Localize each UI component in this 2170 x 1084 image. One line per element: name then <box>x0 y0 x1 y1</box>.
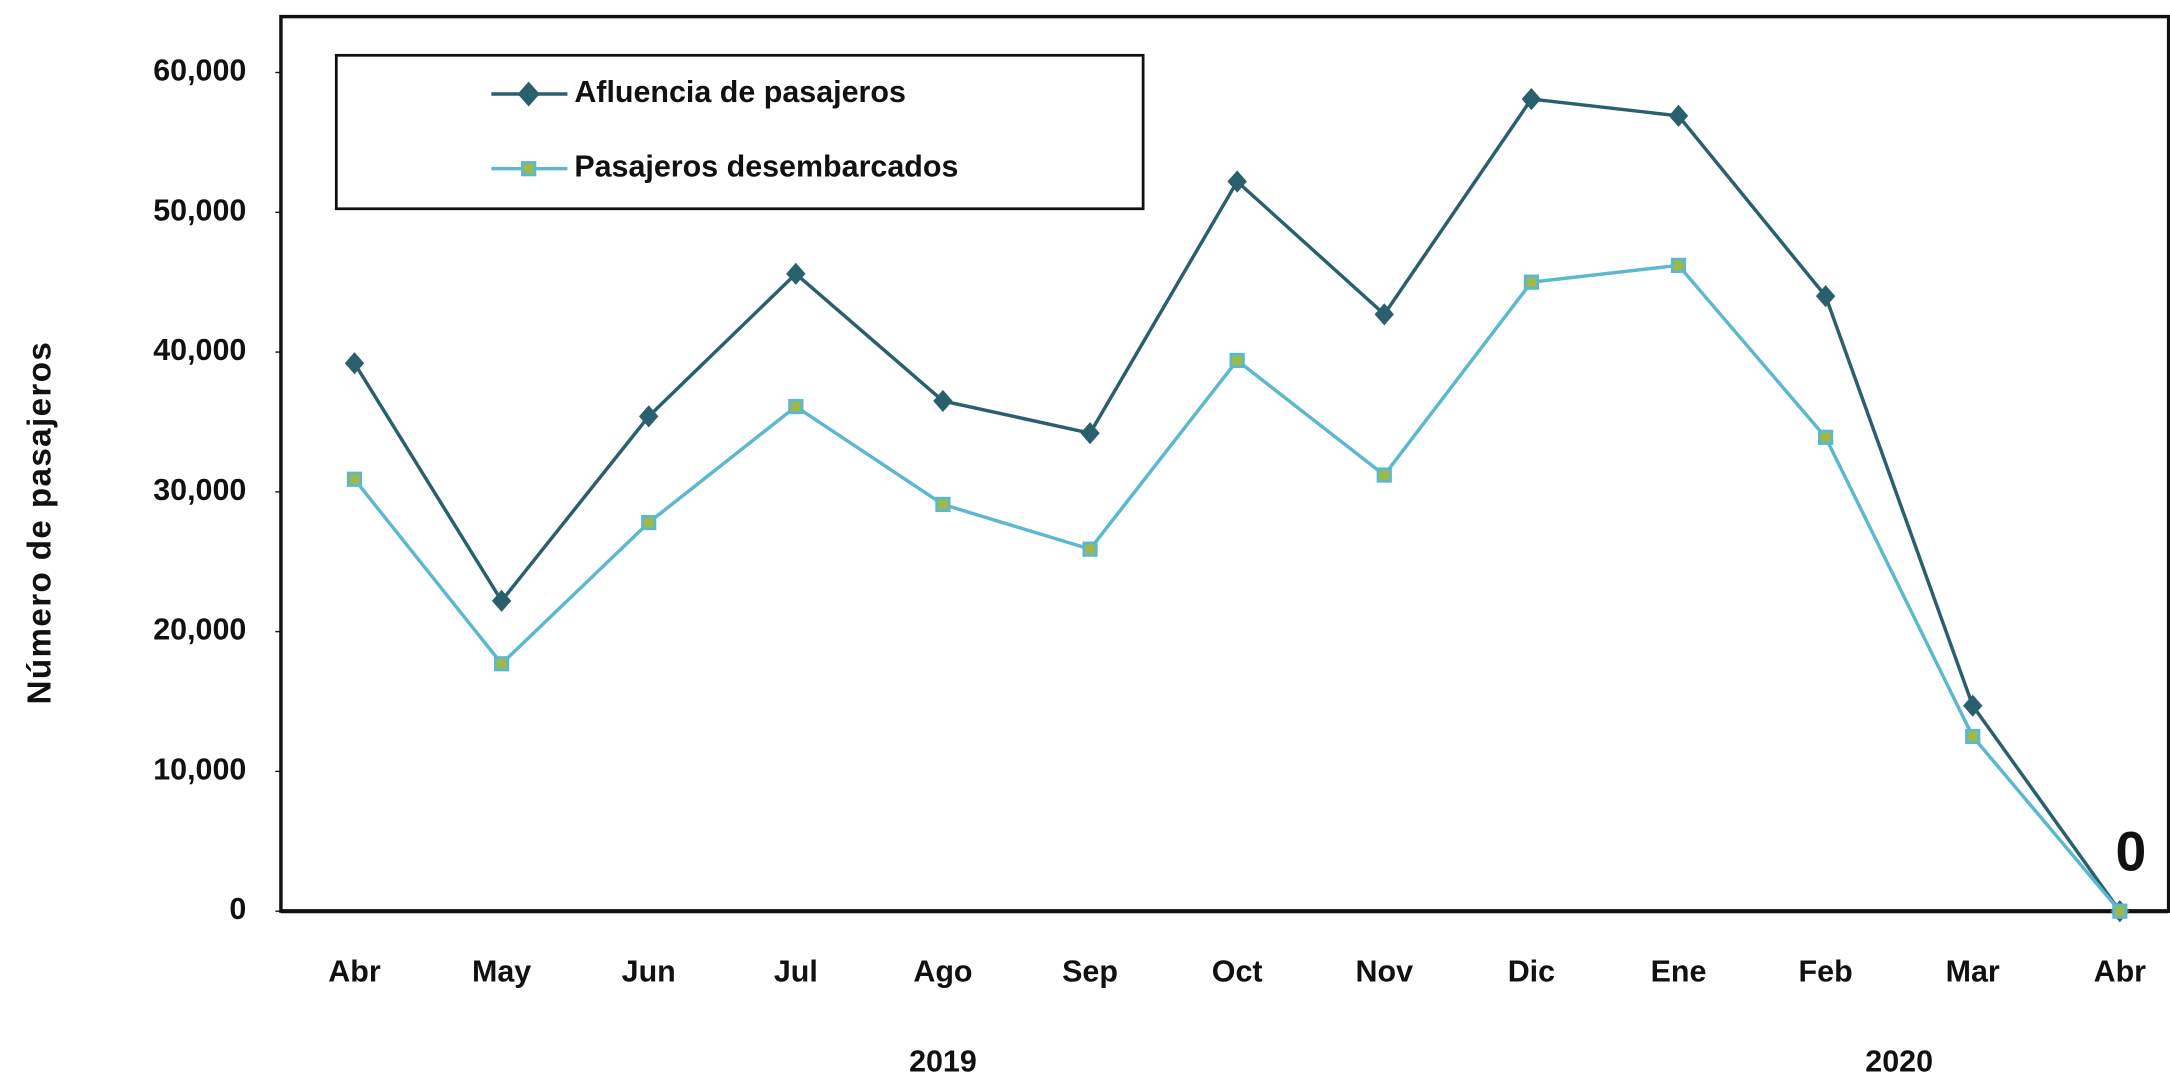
x-tick-label: Jul <box>774 954 818 988</box>
marker <box>639 405 659 428</box>
y-tick-label: 0 <box>229 892 246 926</box>
y-tick-label: 40,000 <box>153 333 246 367</box>
marker <box>493 656 510 672</box>
x-tick-label: Abr <box>2094 954 2147 988</box>
legend-marker <box>517 81 540 107</box>
data-label: 0 <box>2116 820 2147 882</box>
x-tick-label: Feb <box>1799 954 1853 988</box>
year-label: 2019 <box>909 1044 977 1078</box>
x-tick-label: Jun <box>622 954 676 988</box>
marker <box>1080 422 1100 445</box>
y-tick-label: 20,000 <box>153 613 246 647</box>
marker <box>641 514 657 531</box>
x-tick-label: Mar <box>1946 954 2000 988</box>
marker <box>1523 274 1539 290</box>
x-tick-label: Sep <box>1062 954 1118 988</box>
y-tick-label: 10,000 <box>153 752 246 786</box>
marker <box>1376 467 1392 483</box>
x-tick-label: Dic <box>1508 954 1555 988</box>
marker <box>1668 104 1689 127</box>
marker <box>786 262 806 285</box>
y-axis-label: Número de pasajeros <box>21 341 58 705</box>
x-tick-label: May <box>472 954 531 988</box>
y-tick-label: 30,000 <box>153 473 246 507</box>
marker <box>1965 728 1981 745</box>
marker <box>1815 285 1836 308</box>
marker <box>1229 352 1245 369</box>
series-line <box>353 97 2122 913</box>
marker <box>1227 170 1247 193</box>
marker <box>491 589 512 612</box>
y-tick-label: 50,000 <box>153 193 246 227</box>
year-label: 2020 <box>1865 1044 1933 1078</box>
marker <box>1963 694 1983 717</box>
marker <box>1374 303 1394 326</box>
x-tick-label: Oct <box>1212 954 1263 988</box>
marker <box>935 496 951 513</box>
marker <box>346 471 363 487</box>
y-tick-label: 60,000 <box>153 54 246 88</box>
marker <box>1817 429 1834 445</box>
legend-marker <box>521 161 537 177</box>
marker <box>1082 541 1098 557</box>
marker <box>2112 903 2128 919</box>
legend-box <box>334 53 1145 211</box>
x-tick-label: Ene <box>1651 954 1707 988</box>
x-tick-label: Ago <box>913 954 972 988</box>
legend-label: Afluencia de pasajeros <box>574 75 906 109</box>
legend-label: Pasajeros desembarcados <box>574 150 958 184</box>
marker <box>344 352 365 375</box>
x-tick-label: Abr <box>328 954 381 988</box>
marker <box>933 389 953 413</box>
marker <box>1670 257 1687 274</box>
x-tick-label: Nov <box>1356 954 1414 988</box>
marker <box>788 398 804 415</box>
